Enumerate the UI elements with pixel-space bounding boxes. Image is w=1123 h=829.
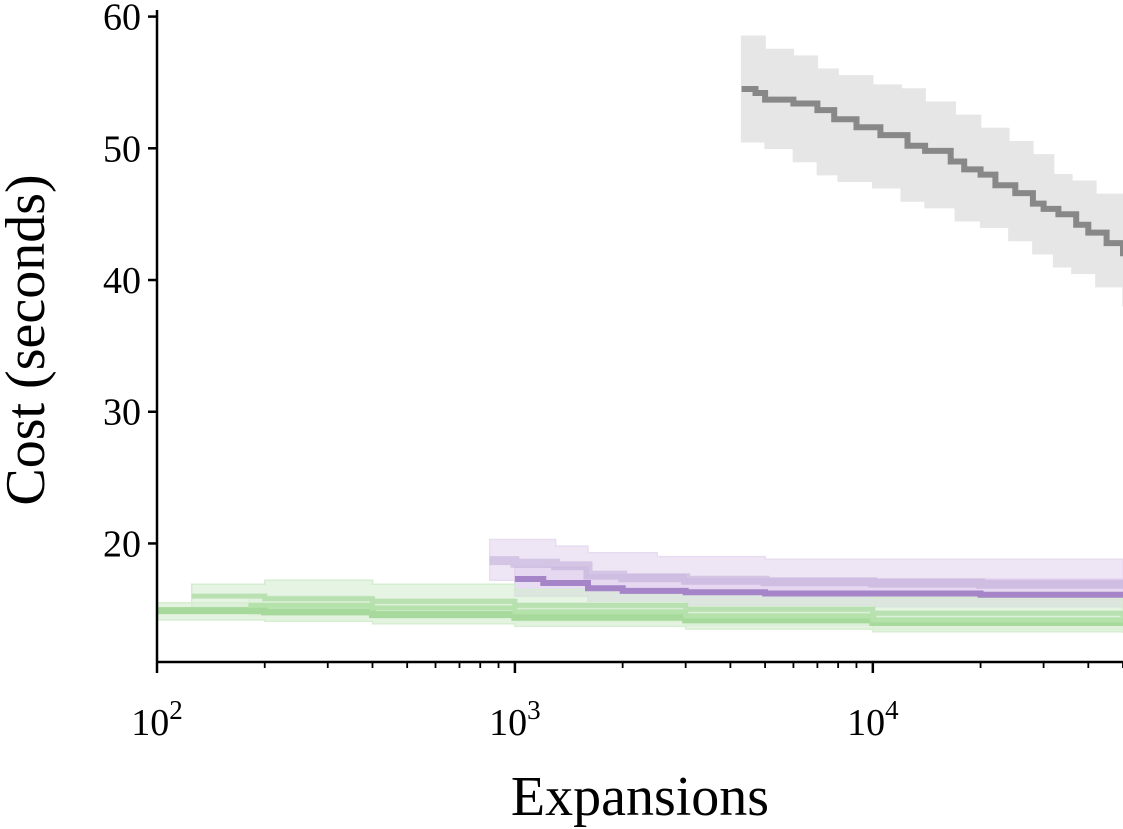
series-5-line	[157, 607, 1123, 626]
y-tick-label: 30	[103, 392, 141, 434]
series-1-line	[741, 86, 1123, 257]
x-tick-label: 104	[847, 695, 899, 744]
x-tick-label: 102	[131, 695, 183, 744]
series-lines	[157, 86, 1123, 626]
axes: 20 30 40 50 60 102 103 104	[103, 0, 1123, 744]
series-1-band	[740, 35, 1123, 307]
y-tick-label: 50	[103, 128, 141, 170]
y-tick-label: 20	[103, 523, 141, 565]
series-4-line	[191, 593, 1123, 618]
x-tick-label: 103	[489, 695, 541, 744]
series-6-line	[248, 602, 1123, 623]
series-bands	[157, 35, 1123, 633]
x-axis-title: Expansions	[511, 766, 769, 828]
y-tick-label: 60	[103, 0, 141, 39]
series-2-line	[489, 556, 1123, 589]
series-3-line	[514, 576, 1123, 598]
y-tick-label: 40	[103, 260, 141, 302]
y-axis-title: Cost (seconds)	[0, 174, 57, 505]
